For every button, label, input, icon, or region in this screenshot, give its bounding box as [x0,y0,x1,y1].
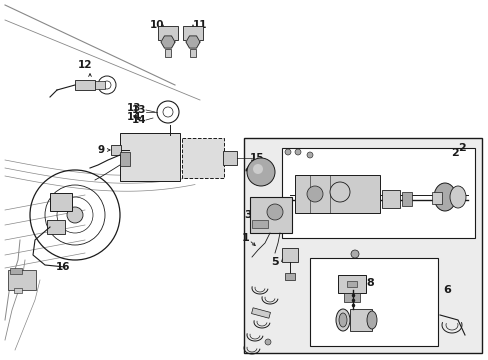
Text: 14: 14 [131,115,146,125]
Bar [183,26,203,40]
Bar [337,275,365,293]
Bar [50,193,72,211]
Bar [244,138,481,353]
Bar [381,190,399,208]
Bar [285,273,294,280]
Circle shape [266,204,283,220]
Text: 16: 16 [56,262,70,272]
Bar [95,81,105,89]
Bar [47,220,65,234]
Bar [14,288,22,293]
Polygon shape [185,36,200,48]
Circle shape [285,149,290,155]
Text: 10: 10 [149,20,164,30]
Bar [10,268,22,274]
Ellipse shape [335,309,349,331]
Circle shape [246,158,274,186]
Bar [158,26,178,40]
Circle shape [350,250,358,258]
Bar [309,258,437,346]
Ellipse shape [338,313,346,327]
Text: 1: 1 [242,233,249,243]
Bar [282,148,474,238]
Bar [343,293,359,302]
Bar [401,192,411,206]
Bar [164,49,171,57]
Bar [111,145,121,155]
Text: 14: 14 [126,112,141,122]
Circle shape [264,339,270,345]
Text: 2: 2 [457,143,465,153]
Bar [249,197,291,233]
Bar [182,138,224,178]
Circle shape [294,149,301,155]
Text: 5: 5 [271,257,279,267]
Bar [120,152,130,166]
Bar [120,133,180,181]
Text: 15: 15 [249,153,264,163]
Text: 13: 13 [126,103,141,113]
Text: 4: 4 [244,165,251,175]
Text: 13: 13 [131,105,146,115]
Circle shape [306,152,312,158]
Bar [8,270,36,290]
Text: 2: 2 [450,148,458,158]
Text: 11: 11 [192,20,207,30]
Bar [190,49,196,57]
Bar [251,308,270,318]
Bar [251,220,267,228]
Polygon shape [161,36,175,48]
Bar [223,151,237,165]
Text: 12: 12 [78,60,92,70]
Bar [349,309,371,331]
Circle shape [252,164,263,174]
Bar [294,175,379,213]
Bar [75,80,95,90]
Bar [282,248,297,262]
Ellipse shape [433,183,455,211]
Ellipse shape [449,186,465,208]
Text: 6: 6 [442,285,450,295]
Circle shape [306,186,323,202]
Bar [431,192,441,204]
Ellipse shape [366,311,376,329]
Circle shape [329,182,349,202]
Text: 3: 3 [244,210,251,220]
Text: 8: 8 [366,278,373,288]
Bar [346,281,356,287]
Text: 9: 9 [98,145,105,155]
Circle shape [67,207,83,223]
Text: 7: 7 [361,320,368,330]
